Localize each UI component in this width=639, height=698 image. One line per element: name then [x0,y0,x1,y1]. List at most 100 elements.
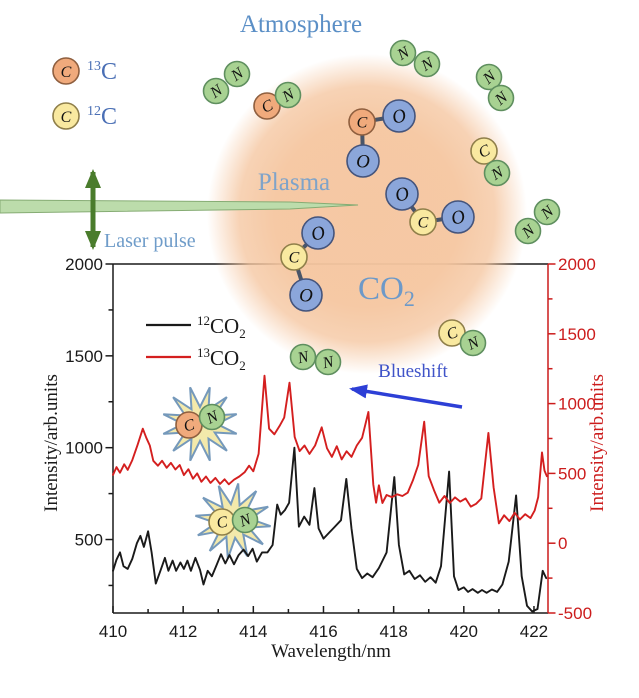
plasma-ball [207,54,527,374]
atom-O [301,216,335,250]
excited-cn-starbursts: C N C N [162,386,271,559]
c12-atom-icon [52,102,80,130]
isotope-legend-item-12c: C 12C [52,102,117,130]
atom-symbol: N [295,348,311,367]
atom-symbol: O [356,151,370,172]
atom-symbol: O [299,285,313,306]
molecule-n2-b: NN [389,39,441,78]
blueshift-annotation: Blueshift [349,361,463,409]
tick-labels: 410 412 414 416 418 420 422 500 1000 1500 2000 -500… [65,255,596,641]
tick-label: 1500 [558,325,596,344]
atom-symbol: O [449,206,468,230]
atom-N [314,348,342,376]
molecule-c13n: CN [253,81,302,120]
atom-N [202,77,230,105]
y-axis-label-left: Intensity/arb.units [41,374,62,512]
isotope-legend: C 13C C 12C [52,57,117,130]
tick-label: 412 [169,622,197,641]
atom-C [280,243,308,271]
atom-symbol: C [418,214,429,231]
atom-N [274,81,302,109]
tick-label: 1000 [558,395,596,414]
series-13CO2 [112,374,548,525]
molecule-12co2-a: COO [280,216,335,312]
atom-O [382,99,416,133]
blueshift-label: Blueshift [378,361,448,382]
laser-pulse-label: Laser pulse [104,230,196,252]
legend-label-13co2: 13CO2 [197,345,246,373]
atom-symbol: O [393,183,412,207]
y-axis-label-right: Intensity/arb.units [587,374,608,512]
atom-C [470,137,498,165]
molecule-c12n-b: CN [438,319,487,357]
tick-label: -500 [558,604,592,623]
atom-symbol: N [320,353,336,372]
x-axis-label: Wavelength/nm [271,641,391,662]
atom-C [348,108,376,136]
molecule-n2-a: NN [202,60,251,105]
atom-C [409,208,437,236]
tick-label: 1000 [65,439,103,458]
c13-atom-icon [52,57,80,85]
isotope-legend-item-13c: C 13C [52,57,117,85]
atom-N [198,403,226,431]
atom-O [441,200,475,234]
atom-symbol: O [309,222,328,246]
plasma-label: Plasma [258,169,330,196]
tick-label: 414 [239,622,267,641]
atom-N [289,343,317,371]
molecule-c12n-a: CN [470,137,511,187]
atom-symbol: C [357,114,368,131]
atom-O [289,278,323,312]
chart-legend: 12CO2 13CO2 [146,313,246,373]
spectrum-chart: 410 412 414 416 418 420 422 500 1000 1500 2000 -500… [41,255,608,662]
molecule-n2-d: NN [514,198,561,245]
tick-label: 1500 [65,347,103,366]
molecule-13co2: C O O [346,99,416,178]
atom-N [223,60,251,88]
tick-label: 500 [558,464,586,483]
tick-label: 2000 [558,255,596,274]
atom-symbol: O [390,105,409,129]
tick-label: 418 [379,622,407,641]
atom-N [459,329,487,357]
atom-N [514,217,542,245]
atom-N [413,50,441,78]
molecule-12co2-b: COO [385,177,475,236]
series-12CO2 [112,446,548,613]
molecule-n2-c: NN [475,63,515,112]
co2-label: CO2 [358,271,415,311]
atom-O [385,177,419,211]
atom-N [483,159,511,187]
tick-label: 2000 [65,255,103,274]
atom-symbol: C [289,249,300,266]
atom-N [533,198,561,226]
atom-C [253,92,281,120]
tick-label: 416 [309,622,337,641]
atom-symbol: C [182,416,197,435]
atmosphere-label: Atmosphere [240,11,362,38]
tick-label: 420 [450,622,478,641]
atom-N [389,39,417,67]
c12-label: 12C [87,104,117,130]
blueshift-arrow [349,384,463,409]
atom-symbol: C [215,514,229,533]
atom-O [346,144,380,178]
c13-atom-symbol: C [61,64,72,81]
c12-atom-symbol: C [61,109,72,126]
atom-N [475,63,503,91]
legend-label-12co2: 12CO2 [197,313,246,341]
atom-N [487,84,515,112]
axis-ticks [105,263,556,614]
atom-N [231,506,259,534]
c13-label: 13C [87,59,117,85]
tick-label: 0 [558,534,567,553]
tick-label: 500 [75,531,103,550]
tick-label: 410 [99,622,127,641]
